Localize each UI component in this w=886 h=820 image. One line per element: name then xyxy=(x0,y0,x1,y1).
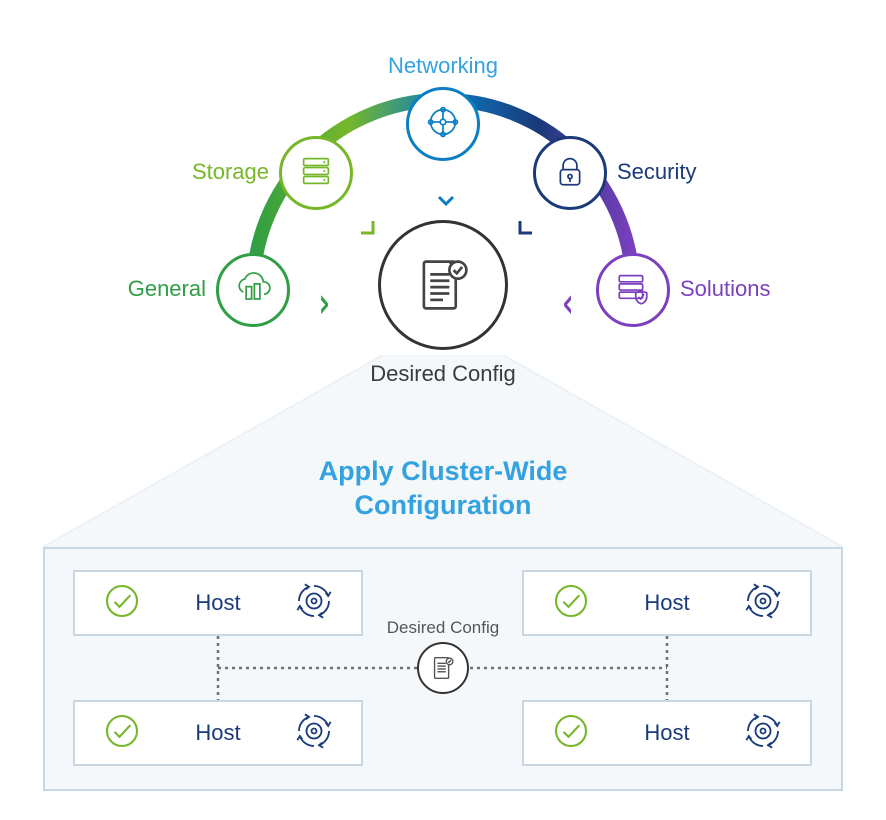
dotted-connectors xyxy=(0,0,886,820)
check-circle-icon xyxy=(102,581,142,626)
gear-cycle-icon xyxy=(294,711,334,756)
host-box: Host xyxy=(73,570,363,636)
gear-cycle-icon xyxy=(294,581,334,626)
host-box: Host xyxy=(522,570,812,636)
host-box: Host xyxy=(522,700,812,766)
host-box: Host xyxy=(73,700,363,766)
desired-config-mini-node xyxy=(417,642,469,694)
check-circle-icon xyxy=(102,711,142,756)
check-circle-icon xyxy=(551,581,591,626)
gear-cycle-icon xyxy=(743,711,783,756)
host-label: Host xyxy=(195,590,240,616)
diagram-stage: Desired Config GeneralStorageNetworkingS… xyxy=(0,0,886,820)
check-circle-icon xyxy=(551,711,591,756)
host-label: Host xyxy=(644,590,689,616)
host-label: Host xyxy=(195,720,240,746)
host-label: Host xyxy=(644,720,689,746)
gear-cycle-icon xyxy=(743,581,783,626)
desired-config-mini-label: Desired Config xyxy=(373,618,513,638)
document-check-icon xyxy=(428,653,458,683)
